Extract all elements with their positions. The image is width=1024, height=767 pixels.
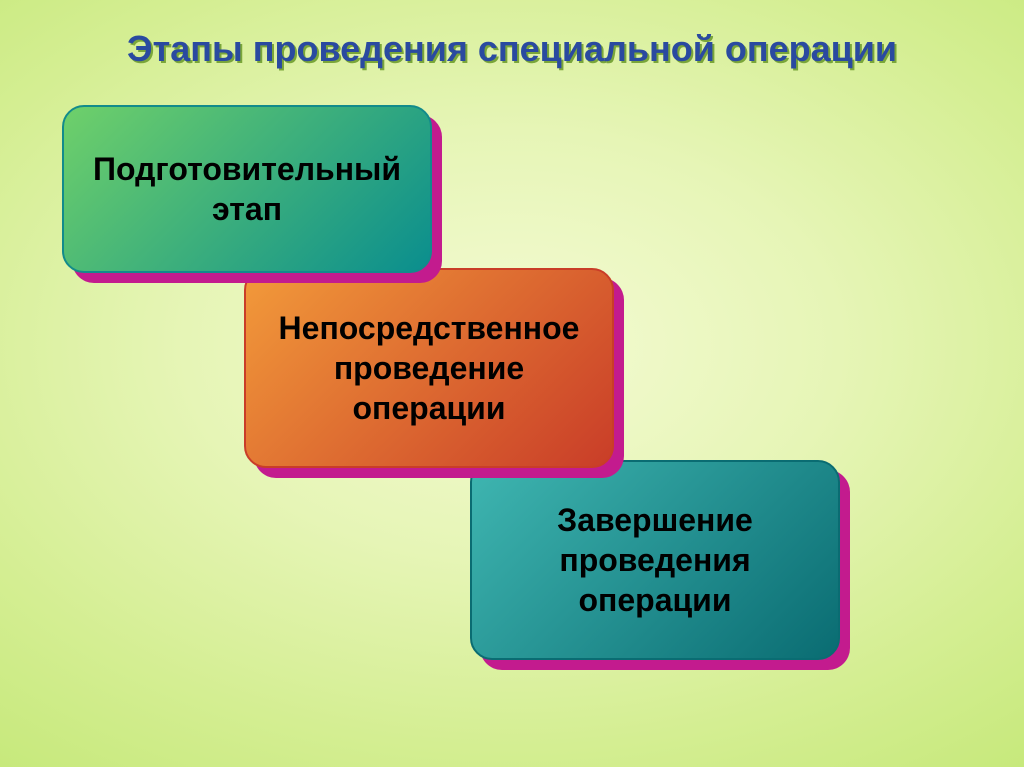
card-label: Непосредственное проведение операции: [264, 308, 594, 428]
slide: Этапы проведения специальной операции По…: [0, 0, 1024, 767]
card-label: Подготовительный этап: [82, 149, 412, 229]
card-completion: Завершение проведения операции: [470, 460, 840, 660]
card-direct-execution: Непосредственное проведение операции: [244, 268, 614, 468]
card-preparatory-stage: Подготовительный этап: [62, 105, 432, 273]
card-label: Завершение проведения операции: [490, 500, 820, 620]
slide-title: Этапы проведения специальной операции: [0, 28, 1024, 70]
